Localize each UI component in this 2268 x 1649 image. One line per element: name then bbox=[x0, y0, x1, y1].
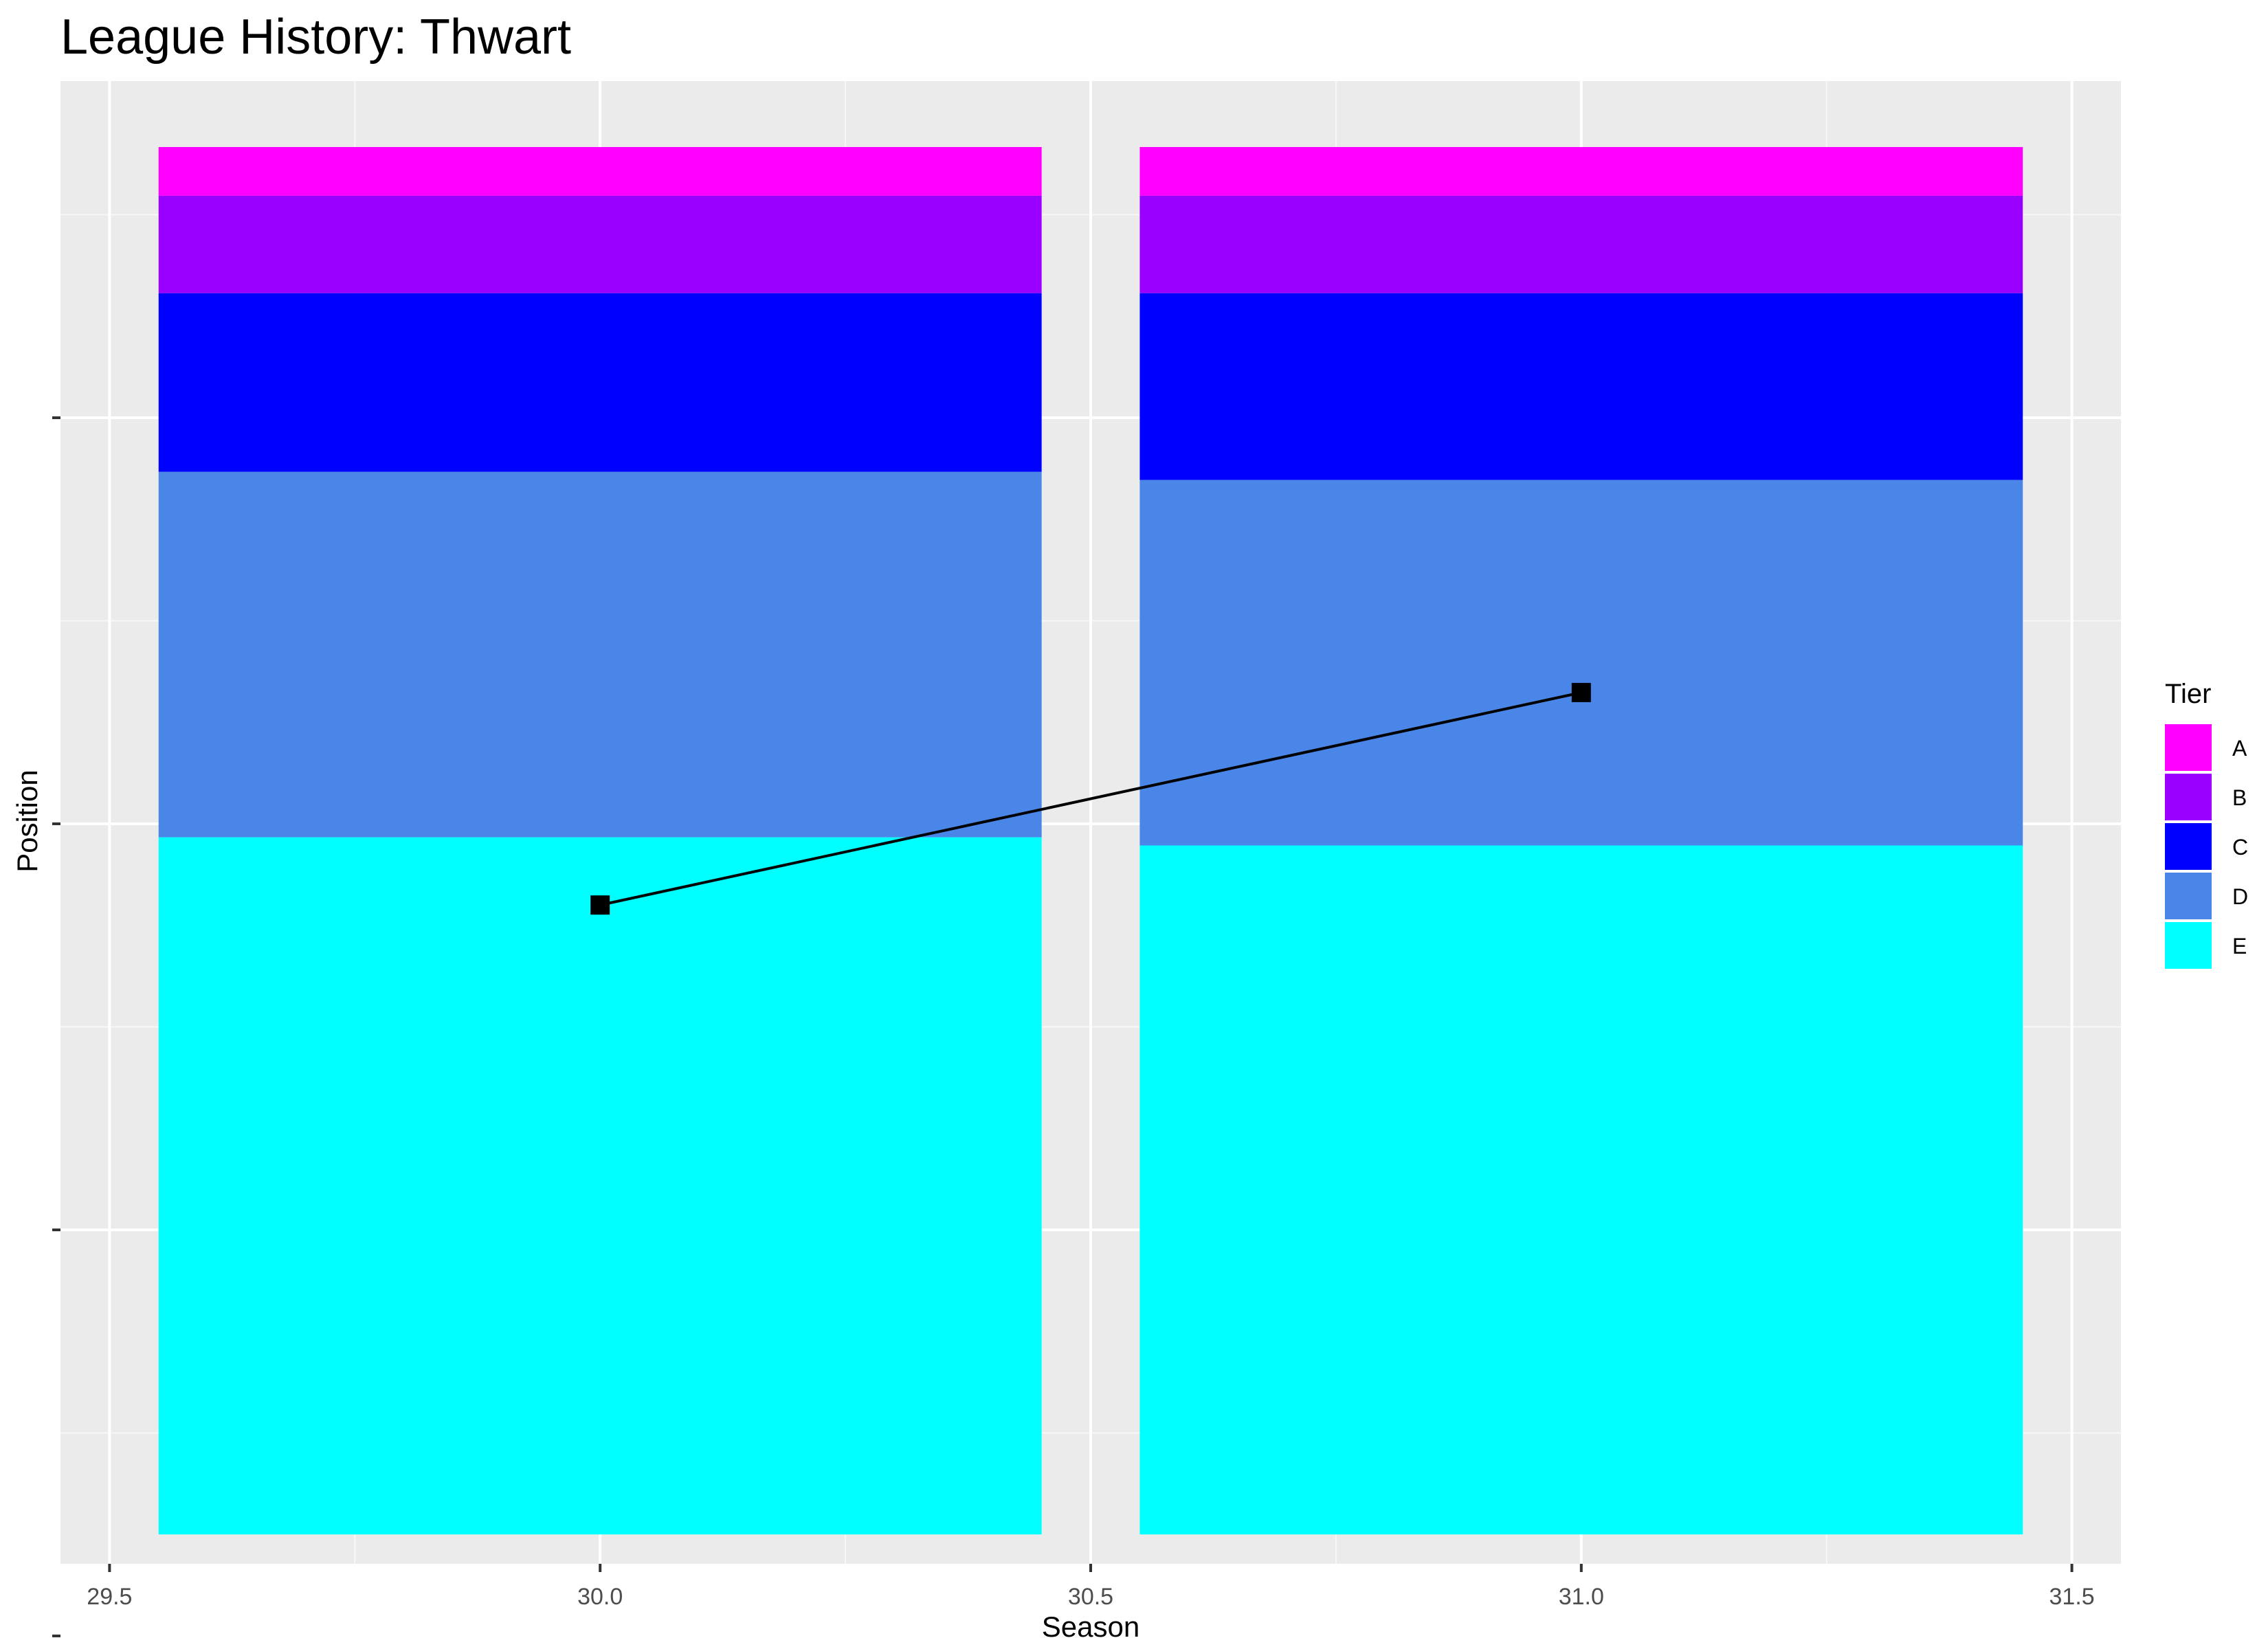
position-line bbox=[590, 682, 1591, 915]
bar-segment-31-b bbox=[1139, 195, 2023, 293]
legend-key-d bbox=[2165, 873, 2212, 919]
position-point bbox=[590, 895, 610, 915]
bar-segment-30-d bbox=[158, 471, 1042, 838]
y-axis-title: Position bbox=[11, 770, 43, 872]
y-axis-ticks bbox=[52, 416, 60, 1637]
legend-label-e: E bbox=[2232, 934, 2247, 958]
legend-key-b bbox=[2165, 774, 2212, 820]
bar-segment-31-d bbox=[1139, 480, 2023, 846]
legend-key-e bbox=[2165, 922, 2212, 969]
bar-segment-30-c bbox=[158, 293, 1042, 472]
legend-label-b: B bbox=[2232, 785, 2247, 810]
position-point bbox=[1571, 682, 1591, 702]
position-line-path bbox=[599, 691, 1582, 907]
legend-label-c: C bbox=[2232, 835, 2248, 860]
bar-segment-31-a bbox=[1139, 147, 2023, 196]
bars bbox=[158, 147, 2023, 1535]
bar-segment-30-b bbox=[158, 195, 1042, 293]
legend-key-a bbox=[2165, 724, 2212, 771]
x-tick-label: 30.5 bbox=[1068, 1584, 1113, 1610]
chart-title: League History: Thwart bbox=[60, 10, 571, 65]
x-tick-label: 30.0 bbox=[577, 1584, 623, 1610]
bar-segment-31-c bbox=[1139, 293, 2023, 480]
bar-segment-30-e bbox=[158, 837, 1042, 1535]
legend-label-d: D bbox=[2232, 884, 2248, 909]
bar-segment-30-a bbox=[158, 147, 1042, 196]
legend-title: Tier bbox=[2165, 679, 2211, 709]
x-tick-label: 31.5 bbox=[2049, 1584, 2095, 1610]
legend-label-a: A bbox=[2232, 736, 2247, 761]
x-tick-label: 29.5 bbox=[87, 1584, 132, 1610]
legend-key-c bbox=[2165, 823, 2212, 870]
bar-segment-31-e bbox=[1139, 845, 2023, 1535]
x-axis-ticks: 29.5 30.0 30.5 31.0 31.5 bbox=[87, 1564, 2095, 1610]
x-axis-title: Season bbox=[1042, 1611, 1139, 1643]
x-tick-label: 31.0 bbox=[1559, 1584, 1604, 1610]
